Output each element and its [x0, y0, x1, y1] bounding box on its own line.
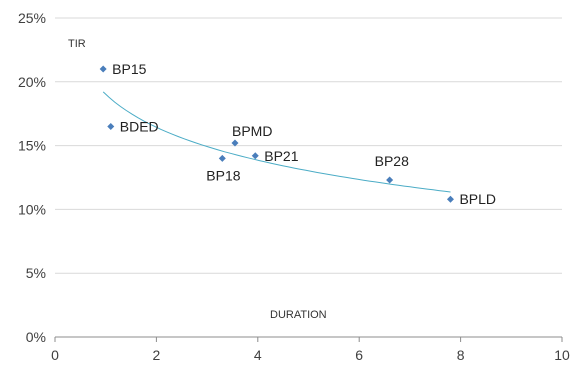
x-tick-label: 8	[457, 347, 465, 363]
data-point-bded	[107, 122, 115, 130]
y-tick-label: 5%	[26, 265, 46, 281]
data-point-bp18	[218, 154, 226, 162]
x-tick-label: 0	[51, 347, 59, 363]
data-label-bded: BDED	[120, 118, 159, 134]
data-label-bp28: BP28	[375, 153, 409, 169]
x-tick-label: 6	[355, 347, 363, 363]
data-label-bpmd: BPMD	[232, 123, 272, 139]
x-tick-label: 10	[554, 347, 570, 363]
data-points	[99, 65, 454, 203]
y-tick-label: 0%	[26, 329, 46, 345]
data-point-bpmd	[231, 139, 239, 147]
data-label-bp18: BP18	[206, 167, 240, 183]
gridlines	[55, 17, 562, 338]
data-label-bpld: BPLD	[459, 191, 496, 207]
y-tick-label: 20%	[18, 74, 46, 90]
x-tick-label: 4	[254, 347, 262, 363]
y-tick-label: 10%	[18, 201, 46, 217]
y-axis-ticks: 0% 5% 10% 15% 20% 25%	[18, 10, 46, 345]
x-tick-label: 2	[153, 347, 161, 363]
data-point-bp15	[99, 65, 107, 73]
data-label-bp21: BP21	[264, 148, 298, 164]
data-point-labels: BP15 BDED BP18 BPMD BP21 BP28 BPLD	[112, 61, 496, 207]
data-label-bp15: BP15	[112, 61, 146, 77]
data-point-bpld	[446, 195, 454, 203]
y-tick-label: 25%	[18, 10, 46, 26]
y-axis-title: TIR	[68, 38, 86, 50]
trendline	[102, 91, 451, 193]
data-point-bp28	[386, 176, 394, 184]
y-tick-label: 15%	[18, 138, 46, 154]
x-axis-ticks: 0 2 4 6 8 10	[51, 337, 570, 363]
x-axis-title: DURATION	[270, 309, 327, 321]
data-point-bp21	[251, 152, 259, 160]
